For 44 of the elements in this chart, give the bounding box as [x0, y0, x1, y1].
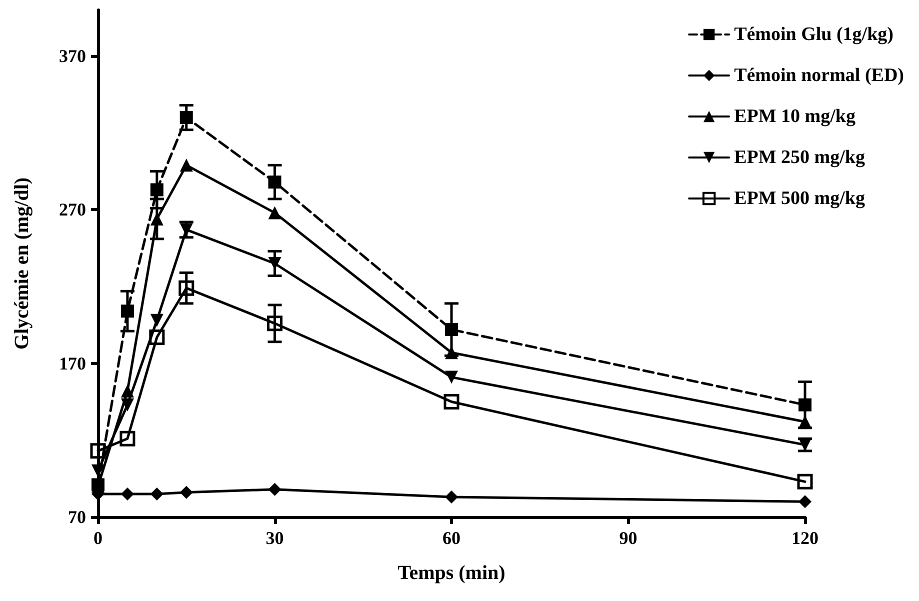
x-tick-label: 120 [792, 528, 818, 548]
x-tick-label: 60 [442, 528, 460, 548]
y-tick-label: 70 [68, 507, 86, 527]
point [150, 314, 164, 327]
point [268, 206, 282, 220]
point [444, 394, 460, 410]
point [797, 474, 813, 490]
point [150, 183, 164, 196]
point [180, 486, 193, 499]
legend-label: Témoin Glu (1g/kg) [734, 24, 894, 45]
y-axis-title: Glycémie en (mg/dl) [11, 177, 33, 350]
legend-label: EPM 10 mg/kg [734, 106, 856, 127]
point [267, 316, 282, 332]
point [149, 329, 165, 345]
x-tick-label: 90 [619, 528, 638, 548]
point [798, 415, 812, 428]
x-tick-label: 0 [94, 528, 102, 548]
point [268, 482, 282, 496]
point [798, 495, 812, 508]
point [120, 304, 134, 318]
point [180, 158, 193, 172]
point [268, 176, 282, 189]
point [120, 398, 134, 412]
point [445, 370, 458, 384]
point [180, 111, 193, 124]
point [445, 323, 458, 336]
legend-label: EPM 250 mg/kg [734, 147, 866, 168]
point [120, 487, 134, 500]
point [798, 398, 812, 412]
y-tick-label: 270 [59, 200, 86, 220]
point [445, 490, 458, 504]
point [90, 443, 106, 459]
x-tick-label: 30 [266, 528, 284, 548]
point [92, 464, 104, 478]
point [150, 487, 164, 500]
y-tick-label: 170 [59, 353, 86, 374]
point [178, 280, 194, 296]
legend-label: Témoin normal (ED) [734, 65, 904, 86]
legend-label: EPM 500 mg/kg [734, 188, 866, 209]
point [445, 346, 458, 360]
y-tick-label: 370 [59, 46, 86, 66]
point [120, 430, 136, 446]
x-axis-title: Temps (min) [398, 562, 506, 584]
point [120, 384, 134, 398]
